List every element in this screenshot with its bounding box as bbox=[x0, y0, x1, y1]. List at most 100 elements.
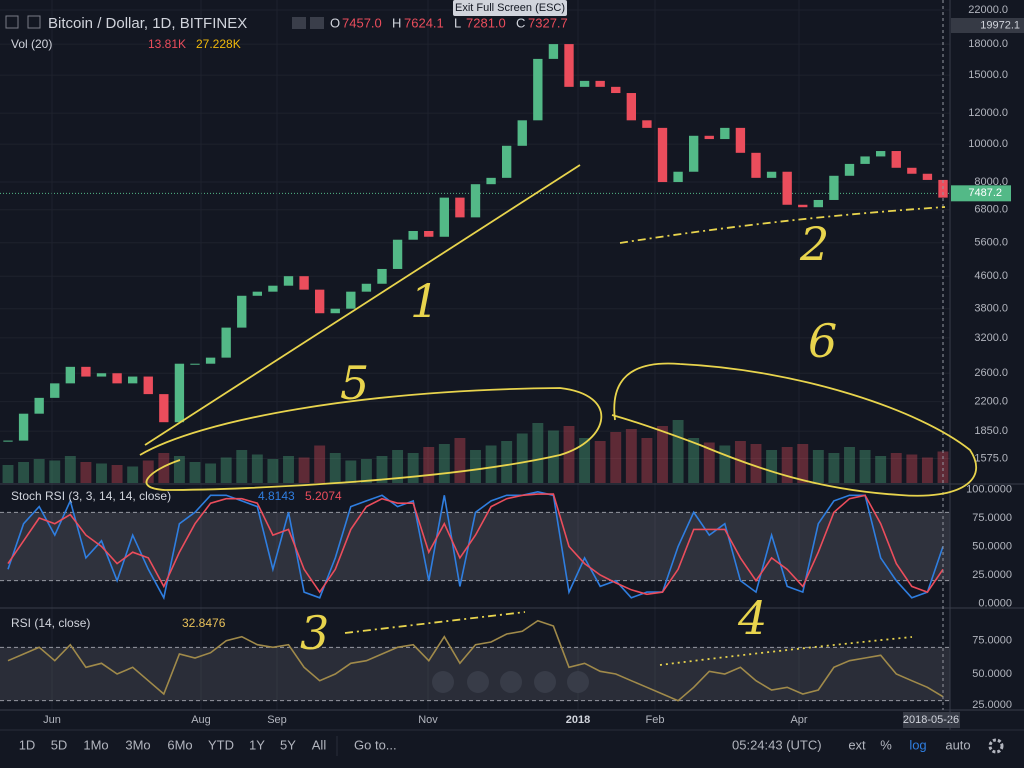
goto-button[interactable]: Go to... bbox=[354, 737, 397, 752]
candle-body bbox=[735, 127, 746, 153]
option-button[interactable]: ext bbox=[848, 737, 866, 752]
candle-body bbox=[595, 80, 605, 87]
volume-bar bbox=[625, 429, 637, 483]
price-tick-label: 12000.0 bbox=[968, 107, 1008, 119]
volume-bar bbox=[688, 438, 700, 483]
volume-bar bbox=[2, 465, 14, 483]
volume-bar bbox=[921, 457, 933, 483]
volume-bar bbox=[563, 426, 575, 483]
volume-bar bbox=[906, 454, 918, 483]
symbol-title[interactable]: Bitcoin / Dollar, 1D, BITFINEX bbox=[48, 15, 247, 32]
nav-buttons[interactable] bbox=[432, 671, 589, 693]
volume-bar bbox=[127, 466, 139, 483]
clock: 05:24:43 (UTC) bbox=[732, 737, 822, 752]
volume-value: 27.228K bbox=[196, 37, 241, 51]
volume-bar bbox=[703, 442, 715, 483]
candle-body bbox=[3, 440, 13, 442]
icon[interactable] bbox=[310, 17, 324, 29]
candle-body bbox=[501, 145, 512, 178]
price-tick-label: 2200.0 bbox=[974, 396, 1008, 408]
price-tick-label: 5600.0 bbox=[974, 237, 1008, 249]
icon[interactable] bbox=[292, 17, 306, 29]
candle-body bbox=[424, 230, 434, 237]
candle-body bbox=[159, 394, 169, 423]
annotation: 2 bbox=[799, 217, 829, 271]
annotation-drawings bbox=[139, 164, 977, 666]
stoch-tick-label: 50.0000 bbox=[972, 540, 1012, 552]
stoch-title: Stoch RSI (3, 3, 14, 14, close) bbox=[11, 489, 171, 503]
candle-body bbox=[922, 173, 933, 180]
price-tick-label: 1850.0 bbox=[974, 425, 1008, 437]
volume-bar bbox=[64, 456, 76, 483]
stoch-value: 5.2074 bbox=[305, 489, 342, 503]
candle-body bbox=[766, 171, 777, 178]
range-button[interactable]: YTD bbox=[208, 737, 234, 752]
stoch-tick-label: 75.0000 bbox=[972, 512, 1012, 524]
top-price-label: 19972.1 bbox=[980, 19, 1020, 31]
volume-bar bbox=[236, 450, 248, 483]
volume-bar bbox=[220, 457, 232, 483]
volume-bar bbox=[283, 456, 294, 483]
range-button[interactable]: 1Mo bbox=[83, 737, 108, 752]
range-button[interactable]: 1D bbox=[19, 737, 36, 752]
range-button[interactable]: 3Mo bbox=[125, 737, 150, 752]
tooltip-bg bbox=[453, 0, 567, 16]
volume-bar bbox=[657, 426, 668, 483]
volume-bar bbox=[329, 453, 341, 483]
volume-bar bbox=[158, 453, 170, 483]
volume-bar bbox=[251, 454, 263, 483]
stoch-k-line bbox=[7, 490, 944, 601]
range-button[interactable]: All bbox=[312, 737, 327, 752]
candle-body bbox=[486, 177, 496, 185]
candle-body bbox=[361, 283, 372, 292]
candle-body bbox=[18, 413, 29, 441]
range-button[interactable]: 6Mo bbox=[167, 737, 192, 752]
candle-body bbox=[34, 397, 44, 414]
time-label: Jun bbox=[43, 714, 61, 726]
volume-bar bbox=[33, 459, 45, 483]
ohlc-label: C bbox=[516, 15, 525, 30]
volume-bar bbox=[454, 438, 466, 483]
rsi-line bbox=[7, 619, 944, 702]
price-marker-bg bbox=[951, 18, 1024, 33]
candle-body bbox=[174, 363, 185, 423]
volume-bar bbox=[766, 450, 778, 483]
volume-bar bbox=[734, 441, 746, 483]
candle-body bbox=[891, 151, 901, 168]
last-price-bg bbox=[951, 185, 1011, 202]
candle-body bbox=[392, 239, 403, 269]
candle-body bbox=[237, 295, 247, 328]
candle-body bbox=[564, 44, 574, 87]
price-tick-label: 10000.0 bbox=[968, 138, 1008, 150]
candle-body bbox=[221, 327, 231, 358]
option-button[interactable]: auto bbox=[945, 737, 970, 752]
volume-bar bbox=[844, 447, 855, 483]
volume-bar bbox=[314, 445, 326, 483]
compare-icon[interactable] bbox=[27, 15, 41, 29]
option-button[interactable]: % bbox=[880, 737, 892, 752]
range-button[interactable]: 5D bbox=[51, 737, 68, 752]
candle-body bbox=[252, 291, 263, 296]
candle-body bbox=[751, 152, 761, 178]
collapse-icon[interactable] bbox=[5, 15, 19, 29]
time-label: Aug bbox=[191, 714, 211, 726]
candle-body bbox=[798, 204, 808, 208]
annotation: 4 bbox=[737, 591, 767, 645]
candle-body bbox=[517, 120, 527, 146]
option-button[interactable]: log bbox=[909, 737, 926, 752]
stoch-value: 4.8143 bbox=[258, 489, 295, 503]
stoch-tick-label: 100.0000 bbox=[966, 483, 1012, 495]
volume-bar bbox=[812, 450, 824, 483]
ohlc-value: 7457.0 bbox=[342, 15, 382, 30]
volume-bar bbox=[875, 456, 887, 483]
range-button[interactable]: 1Y bbox=[249, 737, 265, 752]
candle-body bbox=[314, 289, 325, 314]
stoch-d-line bbox=[7, 493, 944, 596]
volume-bar bbox=[376, 456, 388, 483]
candle-body bbox=[50, 383, 60, 398]
candle-body bbox=[112, 373, 122, 384]
ohlc-label: L bbox=[454, 15, 461, 30]
candle-body bbox=[860, 156, 870, 164]
settings-icon[interactable] bbox=[988, 738, 1004, 754]
range-button[interactable]: 5Y bbox=[280, 737, 296, 752]
